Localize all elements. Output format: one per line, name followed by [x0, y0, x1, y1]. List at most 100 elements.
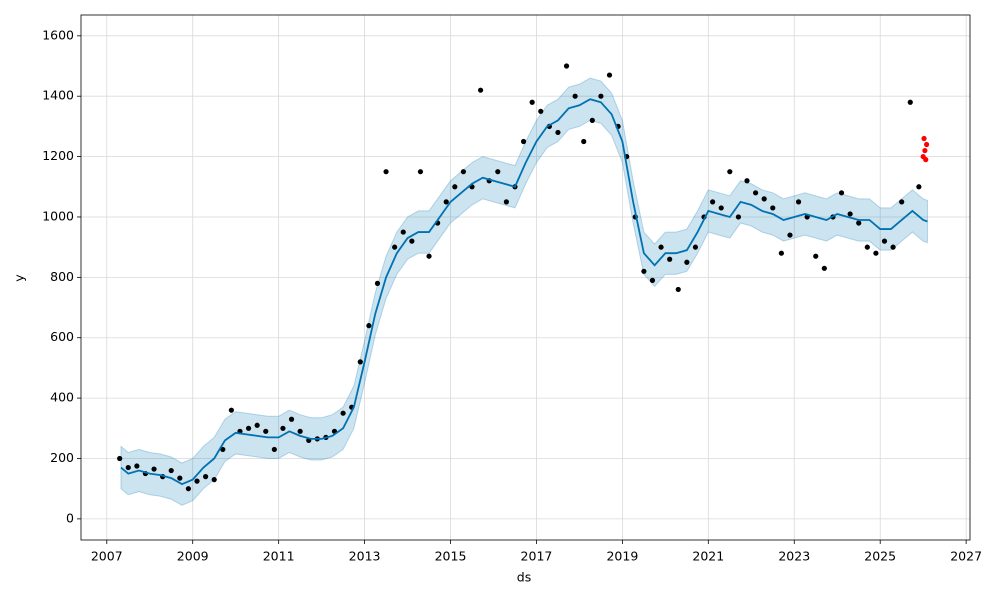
observed-point — [838, 190, 845, 196]
observed-point — [460, 169, 467, 175]
x-axis-label: ds — [517, 570, 531, 585]
observed-point — [477, 87, 484, 93]
recent-point — [923, 157, 929, 163]
observed-point — [589, 117, 595, 123]
observed-point — [718, 205, 724, 211]
observed-point — [426, 253, 432, 259]
observed-point — [916, 184, 922, 190]
y-tick-label: 1000 — [42, 208, 74, 223]
observed-point — [598, 93, 604, 99]
x-tick-label: 2015 — [435, 549, 467, 564]
observed-point — [297, 428, 303, 434]
observed-point — [581, 138, 587, 145]
y-tick-label: 200 — [50, 450, 74, 465]
observed-point — [280, 425, 286, 431]
y-tick-label: 400 — [50, 390, 74, 405]
y-tick-label: 600 — [50, 329, 74, 344]
observed-point — [495, 169, 501, 175]
observed-point — [185, 486, 192, 492]
y-tick-label: 0 — [66, 510, 74, 525]
forecast-line — [120, 98, 928, 486]
observed-point — [538, 108, 544, 114]
observed-point — [168, 467, 174, 474]
observed-point — [795, 199, 802, 205]
observed-point — [203, 474, 209, 480]
y-tick-label: 800 — [50, 269, 74, 284]
observed-point — [692, 244, 699, 250]
observed-point — [117, 455, 123, 462]
observed-point — [813, 253, 819, 259]
observed-point — [529, 99, 535, 105]
observed-point — [151, 466, 157, 472]
x-tick-label: 2011 — [263, 549, 295, 564]
x-tick-label: 2019 — [606, 549, 638, 564]
recent-point — [922, 147, 928, 154]
observed-point — [727, 169, 733, 175]
observed-point — [400, 229, 406, 235]
y-tick-label: 1200 — [42, 148, 74, 163]
y-tick-label: 1600 — [42, 27, 74, 42]
y-axis-label: y — [12, 274, 27, 282]
observed-point — [555, 129, 561, 136]
observed-point — [890, 244, 896, 250]
observed-point — [761, 196, 767, 202]
y-tick-label: 1400 — [42, 88, 74, 103]
observed-point — [658, 244, 664, 250]
observed-point — [821, 265, 827, 271]
observed-point — [675, 286, 681, 293]
observed-point — [864, 244, 870, 250]
observed-point — [744, 178, 750, 184]
x-tick-label: 2009 — [177, 549, 209, 564]
observed-point — [606, 72, 613, 78]
observed-point — [443, 199, 449, 205]
x-tick-label: 2007 — [91, 549, 123, 564]
observed-point — [881, 238, 888, 244]
observed-point — [572, 93, 578, 99]
observed-point — [649, 277, 656, 283]
observed-point — [271, 446, 277, 453]
observed-point — [340, 410, 346, 416]
observed-point — [134, 463, 140, 469]
plot-frame — [80, 14, 971, 541]
observed-point — [374, 280, 381, 286]
observed-point — [263, 428, 269, 434]
uncertainty-band — [120, 77, 928, 506]
observed-point — [357, 359, 363, 365]
observed-point — [907, 99, 913, 105]
observed-point — [778, 250, 784, 256]
observed-point — [710, 199, 716, 205]
observed-point — [899, 199, 905, 205]
x-tick-label: 2025 — [864, 549, 896, 564]
observed-point — [856, 220, 862, 226]
observed-point — [125, 464, 131, 471]
observed-point — [641, 268, 647, 274]
observed-point — [288, 416, 295, 422]
observed-point — [254, 422, 260, 428]
recent-point — [924, 141, 930, 148]
observed-point — [409, 238, 415, 244]
observed-point — [228, 407, 234, 413]
x-tick-label: 2017 — [521, 549, 553, 564]
recent-point — [921, 135, 927, 142]
x-tick-label: 2023 — [778, 549, 810, 564]
observed-point — [752, 190, 759, 196]
observed-point — [194, 478, 200, 484]
observed-point — [667, 256, 673, 262]
observed-point — [563, 63, 570, 69]
observed-point — [847, 211, 853, 217]
observed-point — [503, 199, 509, 205]
observed-point — [177, 475, 183, 481]
x-tick-label: 2021 — [692, 549, 724, 564]
observed-point — [520, 138, 527, 145]
observed-point — [366, 323, 372, 329]
observed-point — [211, 477, 217, 483]
observed-point — [452, 184, 458, 190]
observed-point — [873, 250, 879, 256]
observed-point — [417, 169, 424, 175]
observed-point — [383, 169, 389, 175]
observed-point — [684, 259, 690, 265]
x-tick-label: 2013 — [349, 549, 381, 564]
observed-point — [787, 232, 793, 238]
observed-point — [735, 214, 742, 220]
